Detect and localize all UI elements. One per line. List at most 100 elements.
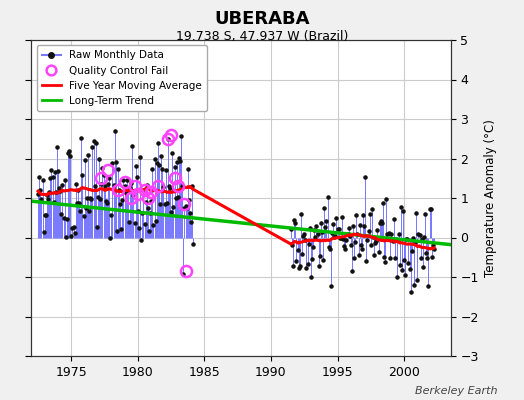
Point — [98, 165, 106, 171]
Point — [297, 211, 305, 217]
Point — [369, 234, 377, 240]
Point — [308, 255, 316, 262]
Point — [302, 265, 311, 272]
Point — [140, 221, 149, 227]
Point — [149, 222, 158, 228]
Point — [44, 196, 52, 202]
Point — [323, 194, 332, 200]
Point — [364, 228, 373, 235]
Point — [128, 143, 137, 149]
Point — [110, 182, 118, 188]
Point — [114, 166, 122, 172]
Point — [331, 233, 340, 240]
Point — [373, 227, 381, 234]
Point — [86, 195, 94, 201]
Point — [85, 208, 93, 215]
Point — [398, 267, 406, 273]
Point — [88, 144, 96, 150]
Point — [59, 215, 68, 221]
Point — [334, 226, 343, 232]
Y-axis label: Temperature Anomaly (°C): Temperature Anomaly (°C) — [484, 119, 497, 277]
Point — [291, 220, 300, 226]
Point — [354, 252, 363, 258]
Point — [156, 200, 165, 207]
Point — [138, 210, 147, 216]
Point — [107, 212, 115, 218]
Point — [82, 205, 90, 211]
Point — [314, 262, 323, 269]
Point — [104, 181, 112, 188]
Point — [172, 159, 181, 166]
Point — [335, 235, 344, 242]
Point — [287, 226, 295, 232]
Point — [418, 236, 426, 242]
Legend: Raw Monthly Data, Quality Control Fail, Five Year Moving Average, Long-Term Tren: Raw Monthly Data, Quality Control Fail, … — [37, 45, 207, 111]
Point — [316, 220, 325, 226]
Point — [386, 255, 394, 262]
Point — [101, 183, 109, 190]
Point — [330, 234, 339, 240]
Point — [413, 277, 422, 283]
Point — [134, 208, 142, 214]
Point — [57, 210, 66, 217]
Point — [350, 255, 358, 261]
Point — [47, 166, 56, 173]
Point — [310, 227, 319, 234]
Point — [113, 228, 121, 235]
Point — [405, 260, 413, 266]
Point — [372, 238, 380, 244]
Point — [46, 175, 54, 181]
Text: 19.738 S, 47.937 W (Brazil): 19.738 S, 47.937 W (Brazil) — [176, 30, 348, 43]
Point — [430, 246, 438, 252]
Point — [188, 183, 196, 189]
Point — [388, 237, 396, 244]
Point — [145, 227, 153, 234]
Point — [167, 209, 176, 215]
Point — [292, 258, 301, 265]
Point — [332, 215, 341, 222]
Point — [117, 226, 125, 232]
Point — [362, 258, 370, 264]
Point — [417, 254, 425, 261]
Point — [54, 168, 62, 174]
Point — [182, 205, 191, 211]
Point — [180, 204, 189, 211]
Point — [422, 250, 430, 256]
Point — [52, 189, 60, 195]
Point — [93, 224, 101, 230]
Point — [81, 156, 89, 163]
Point — [58, 182, 67, 189]
Point — [66, 153, 74, 160]
Point — [92, 140, 100, 146]
Point — [341, 245, 350, 252]
Point — [381, 258, 389, 265]
Point — [53, 144, 61, 150]
Point — [328, 230, 336, 236]
Point — [37, 196, 46, 202]
Point — [340, 243, 348, 249]
Point — [344, 225, 353, 231]
Point — [370, 252, 378, 258]
Point — [45, 189, 53, 196]
Point — [307, 274, 315, 280]
Point — [336, 235, 345, 241]
Point — [409, 235, 417, 241]
Point — [189, 241, 198, 247]
Point — [352, 212, 361, 218]
Point — [401, 272, 409, 279]
Point — [69, 224, 78, 230]
Point — [299, 233, 308, 240]
Point — [76, 208, 84, 214]
Point — [162, 200, 171, 206]
Point — [174, 154, 183, 161]
Point — [338, 214, 346, 220]
Point — [77, 135, 85, 141]
Point — [429, 242, 437, 248]
Point — [154, 140, 162, 146]
Point — [111, 128, 119, 134]
Point — [91, 183, 99, 190]
Point — [108, 160, 116, 166]
Point — [94, 194, 102, 200]
Point — [97, 181, 105, 187]
Point — [425, 206, 434, 213]
